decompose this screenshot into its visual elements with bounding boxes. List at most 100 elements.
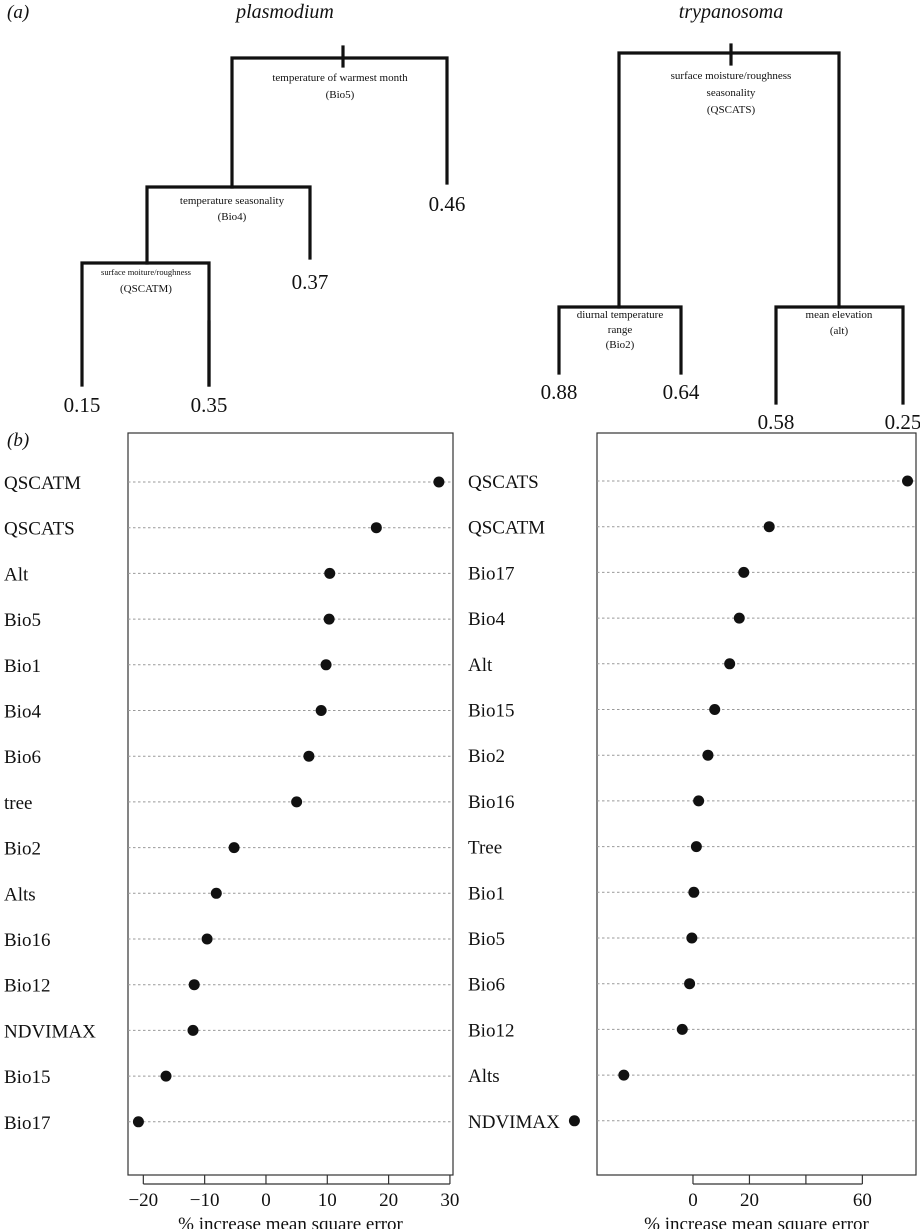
data-point xyxy=(763,521,775,533)
data-point xyxy=(433,476,445,488)
variable-label: NDVIMAX xyxy=(468,1112,560,1133)
variable-label: Bio6 xyxy=(4,747,41,768)
data-point xyxy=(228,842,240,854)
trypanosoma-left-branch xyxy=(557,305,683,375)
data-point xyxy=(676,1023,688,1035)
variable-label: Bio5 xyxy=(4,610,41,631)
data-point xyxy=(693,795,705,807)
variable-label: Tree xyxy=(468,838,502,859)
data-point xyxy=(684,978,696,990)
variable-label: Bio1 xyxy=(4,656,41,677)
variable-label: Bio1 xyxy=(468,883,505,904)
plasmodium-tree: plasmodium temperature of warmest month … xyxy=(64,1,466,417)
variable-label: QSCATS xyxy=(468,472,539,493)
x-tick-label: 20 xyxy=(379,1190,398,1211)
plasmodium-root-split-label: temperature of warmest month xyxy=(272,72,408,84)
variable-label: Alts xyxy=(4,884,36,905)
trypanosoma-root-split-line1: surface moisture/roughness xyxy=(671,70,792,82)
panel-b-label: (b) xyxy=(7,430,29,451)
data-point xyxy=(132,1116,144,1128)
variable-label: Bio12 xyxy=(468,1020,514,1041)
plasmodium-root-branch xyxy=(230,56,449,189)
trypanosoma-right-split-code: (alt) xyxy=(830,325,849,337)
variable-label: Bio4 xyxy=(468,609,505,630)
data-point xyxy=(188,979,200,991)
trypanosoma-root-split-line2: seasonality xyxy=(707,87,756,99)
x-axis-title: % increase mean square error xyxy=(644,1214,869,1229)
trypanosoma-leaf-3: 0.58 xyxy=(758,410,795,434)
data-point xyxy=(324,567,336,579)
x-tick-label: 20 xyxy=(740,1190,759,1211)
plasmodium-third-branch xyxy=(80,261,211,387)
plasmodium-second-split-code: (Bio4) xyxy=(218,211,247,223)
data-point xyxy=(210,887,222,899)
plasmodium-third-split-code: (QSCATM) xyxy=(120,283,172,295)
panel-a-label: (a) xyxy=(7,2,29,23)
variable-label: Bio6 xyxy=(468,975,505,996)
data-point xyxy=(702,749,714,761)
data-point xyxy=(320,659,332,671)
trypanosoma-left-split-line1: diurnal temperature xyxy=(577,309,664,321)
variable-label: tree xyxy=(4,793,32,814)
data-point xyxy=(370,522,382,534)
trypanosoma-title: trypanosoma xyxy=(679,1,783,23)
data-point xyxy=(690,841,702,853)
data-point xyxy=(724,658,736,670)
variable-label: Bio16 xyxy=(4,930,50,951)
plasmodium-leaf-4: 0.46 xyxy=(429,192,466,216)
x-axis-title: % increase mean square error xyxy=(178,1214,403,1229)
variable-label: Alts xyxy=(468,1066,500,1087)
variable-label: Alt xyxy=(468,655,493,676)
variable-label: Bio4 xyxy=(4,702,41,723)
data-point xyxy=(187,1024,199,1036)
trypanosoma-leaf-4: 0.25 xyxy=(885,410,920,434)
x-tick-label: 30 xyxy=(440,1190,459,1211)
plasmodium-importance-plot: QSCATM QSCATS Alt Bio5 Bio1 Bio4 Bio6 tree Bio2 A… xyxy=(4,432,459,1229)
variable-label: Bio17 xyxy=(4,1113,50,1134)
plasmodium-root-split-code: (Bio5) xyxy=(326,89,355,101)
variable-label: QSCATM xyxy=(4,473,81,494)
data-point xyxy=(688,886,700,898)
variable-label: Bio17 xyxy=(468,563,514,584)
plasmodium-leaf-1: 0.15 xyxy=(64,393,101,417)
data-point xyxy=(686,932,698,944)
data-point xyxy=(303,750,315,762)
variable-label: NDVIMAX xyxy=(4,1021,96,1042)
x-tick-label: −10 xyxy=(190,1190,220,1211)
trypanosoma-importance-plot: QSCATS QSCATM Bio17 Bio4 Alt Bio15 Bio2 Bio16 Tr… xyxy=(468,432,917,1229)
data-point xyxy=(160,1070,172,1082)
variable-label: Bio16 xyxy=(468,792,514,813)
variable-label: Bio2 xyxy=(468,746,505,767)
data-point xyxy=(315,705,327,716)
trypanosoma-tree: trypanosoma surface moisture/roughness s… xyxy=(541,1,920,434)
plasmodium-second-branch xyxy=(145,185,312,265)
trypanosoma-right-branch xyxy=(774,305,905,405)
plot-frame xyxy=(127,432,454,1176)
data-point xyxy=(568,1115,580,1127)
variable-label: Bio15 xyxy=(4,1067,50,1088)
x-tick-label: 0 xyxy=(261,1190,271,1211)
x-tick-label: 10 xyxy=(318,1190,337,1211)
plot-frame xyxy=(596,432,917,1176)
data-point xyxy=(618,1069,630,1081)
x-tick-label: 0 xyxy=(688,1190,698,1211)
data-point xyxy=(323,613,335,625)
data-point xyxy=(709,704,721,715)
x-tick-label: 60 xyxy=(853,1190,872,1211)
data-point xyxy=(902,475,914,487)
plasmodium-leaf-3: 0.37 xyxy=(292,270,329,294)
trypanosoma-right-split-label: mean elevation xyxy=(806,309,873,321)
trypanosoma-left-split-code: (Bio2) xyxy=(606,339,635,351)
data-point xyxy=(733,612,745,624)
variable-label: QSCATS xyxy=(4,519,75,540)
x-tick-label: −20 xyxy=(128,1190,158,1211)
plasmodium-title: plasmodium xyxy=(234,1,334,23)
trypanosoma-left-split-line2: range xyxy=(608,324,633,336)
trypanosoma-root-split-code: (QSCATS) xyxy=(707,104,756,116)
variable-label: Bio5 xyxy=(468,929,505,950)
variable-label: Bio15 xyxy=(468,701,514,722)
plasmodium-second-split-label: temperature seasonality xyxy=(180,195,285,207)
variable-label: Bio2 xyxy=(4,839,41,860)
data-point xyxy=(738,566,750,578)
